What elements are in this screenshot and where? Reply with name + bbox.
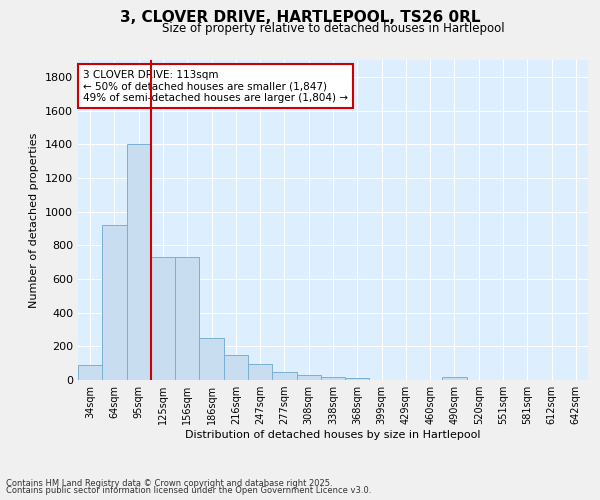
Text: Contains HM Land Registry data © Crown copyright and database right 2025.: Contains HM Land Registry data © Crown c… xyxy=(6,478,332,488)
X-axis label: Distribution of detached houses by size in Hartlepool: Distribution of detached houses by size … xyxy=(185,430,481,440)
Text: 3 CLOVER DRIVE: 113sqm
← 50% of detached houses are smaller (1,847)
49% of semi-: 3 CLOVER DRIVE: 113sqm ← 50% of detached… xyxy=(83,70,348,103)
Bar xyxy=(151,257,175,380)
Bar xyxy=(272,372,296,380)
Title: Size of property relative to detached houses in Hartlepool: Size of property relative to detached ho… xyxy=(161,22,505,35)
Bar xyxy=(442,378,467,380)
Bar xyxy=(78,365,102,380)
Bar xyxy=(127,144,151,380)
Bar xyxy=(102,225,127,380)
Bar xyxy=(296,375,321,380)
Bar xyxy=(199,338,224,380)
Bar xyxy=(224,355,248,380)
Bar xyxy=(321,376,345,380)
Bar xyxy=(248,364,272,380)
Bar xyxy=(345,378,370,380)
Text: 3, CLOVER DRIVE, HARTLEPOOL, TS26 0RL: 3, CLOVER DRIVE, HARTLEPOOL, TS26 0RL xyxy=(120,10,480,25)
Bar xyxy=(175,257,199,380)
Y-axis label: Number of detached properties: Number of detached properties xyxy=(29,132,40,308)
Text: Contains public sector information licensed under the Open Government Licence v3: Contains public sector information licen… xyxy=(6,486,371,495)
